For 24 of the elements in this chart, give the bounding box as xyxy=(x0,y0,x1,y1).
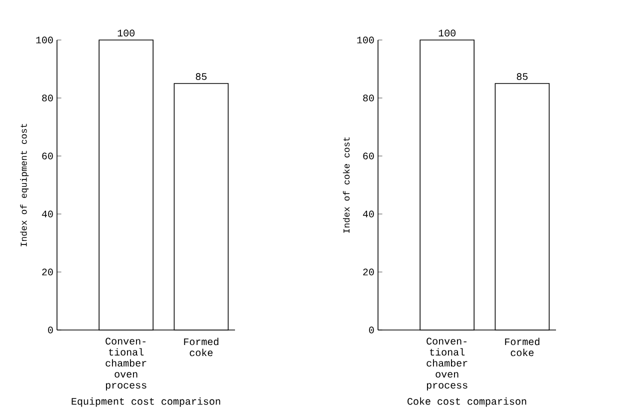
y-tick-label: 80 xyxy=(42,94,53,102)
y-tick-label: 40 xyxy=(42,210,53,218)
y-tick-label: 60 xyxy=(363,152,374,160)
y-tick-label: 60 xyxy=(42,152,53,160)
data-label: 85 xyxy=(516,73,528,80)
y-tick-label: 20 xyxy=(42,268,53,276)
x-tick-label: Formed coke xyxy=(505,338,540,356)
y-tick-label: 100 xyxy=(357,36,374,44)
y-tick-label: 40 xyxy=(362,210,374,218)
y-tick-label: 0 xyxy=(369,326,374,334)
y-axis-title: Index of equipment cost xyxy=(20,124,29,246)
data-label: 85 xyxy=(196,73,207,80)
x-tick-label: Conven-tional chamber oven process xyxy=(106,338,146,391)
data-label: 100 xyxy=(118,30,134,36)
x-tick-label: Conven-tional chamber oven process xyxy=(426,338,468,391)
y-tick-label: 0 xyxy=(48,326,53,334)
y-tick-label: 100 xyxy=(36,36,53,44)
y-tick-label: 20 xyxy=(363,268,374,276)
x-tick-label: Formed coke xyxy=(184,338,218,356)
x-axis-title: Coke cost comparison xyxy=(408,397,526,407)
y-tick-label: 80 xyxy=(363,94,374,102)
data-label: 100 xyxy=(438,30,456,36)
y-axis-title: Index of coke cost xyxy=(342,137,350,233)
x-axis-title: Equipment cost comparison xyxy=(72,397,220,407)
